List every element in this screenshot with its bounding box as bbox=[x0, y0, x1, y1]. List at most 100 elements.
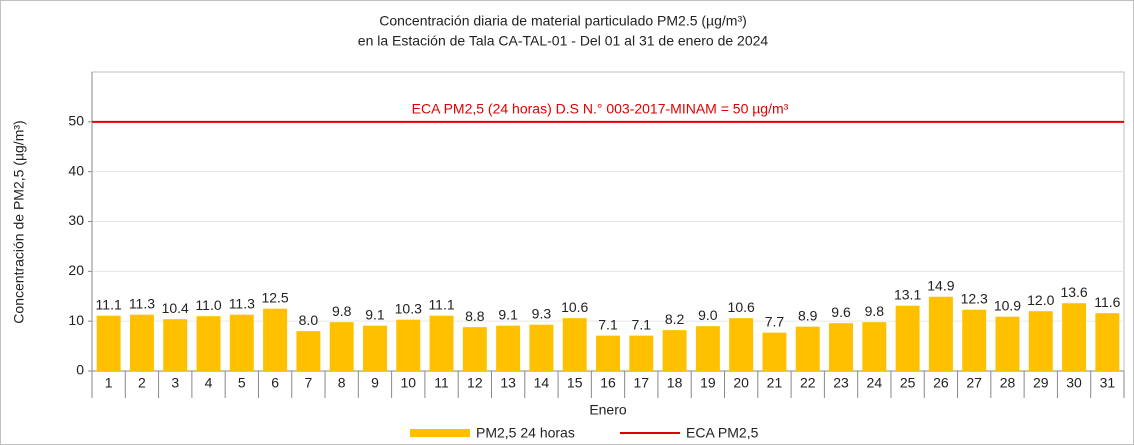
data-label: 8.8 bbox=[465, 308, 485, 324]
x-tick-label: 26 bbox=[933, 375, 949, 391]
bar bbox=[862, 322, 887, 371]
x-tick-label: 2 bbox=[138, 375, 146, 391]
y-axis-label: Concentración de PM2,5 (µg/m³) bbox=[11, 120, 27, 323]
data-label: 10.9 bbox=[994, 297, 1021, 313]
x-tick-label: 30 bbox=[1066, 375, 1082, 391]
x-tick-label: 17 bbox=[634, 375, 650, 391]
reference-label: ECA PM2,5 (24 horas) D.S N.° 003-2017-MI… bbox=[412, 101, 789, 117]
legend-swatch bbox=[410, 429, 470, 437]
y-tick-label: 50 bbox=[68, 113, 84, 129]
data-label: 14.9 bbox=[927, 277, 954, 293]
bar bbox=[1095, 313, 1120, 371]
data-label: 8.0 bbox=[299, 312, 319, 328]
x-tick-label: 15 bbox=[567, 375, 583, 391]
x-tick-label: 24 bbox=[867, 375, 883, 391]
x-tick-label: 7 bbox=[304, 375, 312, 391]
y-tick-label: 40 bbox=[68, 162, 84, 178]
data-label: 9.3 bbox=[532, 305, 552, 321]
x-tick-label: 20 bbox=[733, 375, 749, 391]
x-tick-label: 22 bbox=[800, 375, 816, 391]
data-label: 9.0 bbox=[698, 307, 718, 323]
x-tick-label: 28 bbox=[1000, 375, 1016, 391]
legend-label: ECA PM2,5 bbox=[686, 425, 759, 441]
bar bbox=[496, 325, 521, 371]
data-label: 7.1 bbox=[632, 316, 652, 332]
data-label: 10.6 bbox=[561, 299, 588, 315]
data-label: 12.5 bbox=[261, 289, 288, 305]
x-tick-label: 23 bbox=[833, 375, 849, 391]
bar bbox=[1028, 311, 1053, 371]
data-label: 9.8 bbox=[865, 303, 885, 319]
bar bbox=[229, 314, 254, 371]
x-tick-label: 3 bbox=[171, 375, 179, 391]
x-tick-label: 10 bbox=[400, 375, 416, 391]
data-label: 12.0 bbox=[1027, 292, 1054, 308]
data-label: 10.3 bbox=[395, 300, 422, 316]
bar bbox=[1062, 303, 1087, 371]
data-label: 11.0 bbox=[195, 297, 221, 313]
x-tick-label: 1 bbox=[105, 375, 113, 391]
bar bbox=[429, 315, 454, 371]
bar bbox=[596, 335, 620, 371]
x-tick-label: 13 bbox=[500, 375, 516, 391]
x-tick-label: 8 bbox=[338, 375, 346, 391]
x-tick-label: 6 bbox=[271, 375, 279, 391]
data-label: 9.8 bbox=[332, 303, 352, 319]
data-label: 8.9 bbox=[798, 307, 818, 323]
bar bbox=[895, 305, 920, 371]
x-tick-label: 18 bbox=[667, 375, 683, 391]
x-tick-label: 14 bbox=[534, 375, 550, 391]
bar bbox=[962, 309, 987, 371]
data-label: 11.6 bbox=[1094, 294, 1120, 310]
chart-title: Concentración diaria de material particu… bbox=[379, 13, 747, 29]
x-tick-label: 19 bbox=[700, 375, 716, 391]
bar bbox=[329, 322, 354, 371]
bar bbox=[396, 319, 421, 371]
x-tick-label: 29 bbox=[1033, 375, 1049, 391]
bar bbox=[662, 330, 687, 371]
bar bbox=[829, 323, 854, 371]
x-tick-label: 4 bbox=[205, 375, 213, 391]
y-tick-label: 10 bbox=[68, 312, 84, 328]
data-label: 11.1 bbox=[96, 296, 122, 312]
data-label: 11.1 bbox=[428, 296, 454, 312]
bar bbox=[729, 318, 754, 371]
bar bbox=[362, 325, 387, 371]
x-tick-label: 11 bbox=[434, 375, 449, 391]
chart-subtitle: en la Estación de Tala CA-TAL-01 - Del 0… bbox=[358, 33, 769, 49]
data-label: 7.1 bbox=[598, 316, 618, 332]
data-label: 8.2 bbox=[665, 311, 685, 327]
x-tick-label: 27 bbox=[966, 375, 982, 391]
x-tick-label: 16 bbox=[600, 375, 616, 391]
bar bbox=[795, 326, 820, 371]
x-tick-label: 31 bbox=[1100, 375, 1116, 391]
bar bbox=[196, 316, 221, 371]
x-tick-label: 21 bbox=[767, 375, 783, 391]
bar bbox=[928, 296, 953, 371]
data-label: 10.6 bbox=[728, 299, 755, 315]
bar bbox=[995, 316, 1020, 371]
data-label: 9.1 bbox=[365, 306, 385, 322]
data-label: 11.3 bbox=[129, 295, 155, 311]
x-tick-label: 12 bbox=[467, 375, 483, 391]
bar bbox=[629, 335, 654, 371]
bar bbox=[163, 319, 188, 371]
bar bbox=[562, 318, 587, 371]
legend-label: PM2,5 24 horas bbox=[476, 425, 575, 441]
data-label: 13.1 bbox=[894, 286, 921, 302]
data-label: 7.7 bbox=[765, 313, 785, 329]
bar bbox=[263, 308, 288, 371]
data-label: 9.6 bbox=[831, 304, 851, 320]
y-tick-label: 0 bbox=[76, 362, 84, 378]
x-tick-label: 25 bbox=[900, 375, 916, 391]
bar bbox=[96, 315, 121, 371]
y-tick-label: 30 bbox=[68, 212, 84, 228]
data-label: 11.3 bbox=[229, 295, 255, 311]
bar bbox=[296, 331, 321, 371]
data-label: 13.6 bbox=[1060, 284, 1087, 300]
bar bbox=[695, 326, 720, 371]
data-label: 9.1 bbox=[498, 306, 518, 322]
bar bbox=[462, 327, 487, 371]
bar bbox=[529, 324, 554, 371]
bar bbox=[762, 332, 787, 371]
